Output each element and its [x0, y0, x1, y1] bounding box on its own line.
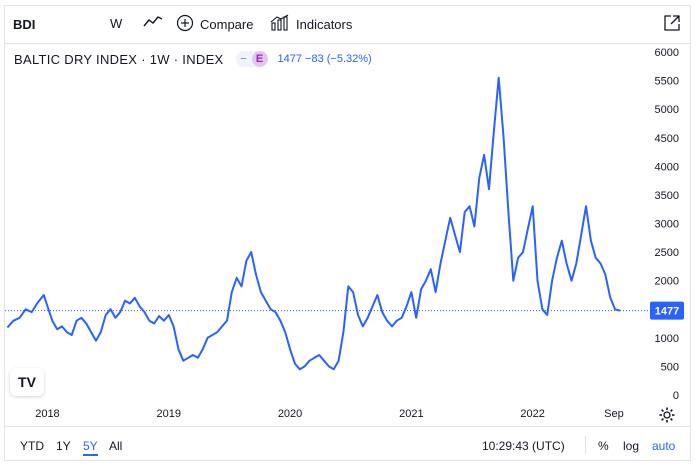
bottom-separator	[585, 436, 586, 454]
time-axis-tick: 2018	[35, 408, 59, 420]
bottom-toolbar: YTD 1Y 5Y All 10:29:43 (UTC) % log auto	[4, 430, 691, 460]
clock-time[interactable]: 10:29:43 (UTC)	[482, 439, 565, 453]
price-axis-tick: 0	[673, 390, 679, 402]
indicators-label: Indicators	[296, 17, 353, 32]
price-axis-tick: 3500	[655, 190, 679, 202]
legend-values: 1477 −83 (−5.32%)	[277, 53, 372, 65]
line-chart-icon[interactable]	[142, 13, 164, 36]
price-axis-tick: 500	[661, 361, 679, 373]
price-axis-tick: 6000	[655, 47, 679, 59]
time-axis[interactable]: 2018 2019 2020 2021 2022 Sep	[35, 408, 624, 420]
auto-scale-toggle[interactable]: auto	[652, 439, 676, 453]
time-axis-tick: 2019	[157, 408, 181, 420]
log-scale-toggle[interactable]: log	[623, 439, 640, 453]
top-toolbar: BDI W Compare Indicators	[4, 5, 691, 43]
interval-button[interactable]: W	[110, 16, 123, 31]
time-axis-tick: 2021	[399, 408, 423, 420]
series-line	[6, 76, 621, 371]
indicators-icon	[270, 14, 290, 35]
time-axis-tick: 2022	[520, 408, 544, 420]
legend-collapse-toggle[interactable]: −	[240, 53, 247, 65]
chart-widget-frame	[4, 5, 691, 461]
gear-icon[interactable]	[658, 406, 676, 429]
symbol-search-button[interactable]: BDI	[13, 17, 36, 32]
price-axis[interactable]: 0500100015002000250030003500400045005000…	[655, 47, 679, 402]
logo-text: TV	[18, 374, 36, 390]
time-axis-tick: Sep	[604, 408, 624, 420]
price-axis-tick: 5500	[655, 76, 679, 88]
range-5y-button[interactable]: 5Y	[83, 439, 98, 456]
compare-label: Compare	[200, 17, 254, 32]
price-axis-tick: 4500	[655, 133, 679, 145]
compare-button[interactable]: Compare	[176, 14, 253, 35]
price-axis-tick: 2000	[655, 276, 679, 288]
exchange-badge[interactable]: E	[251, 51, 268, 67]
price-axis-tick: 3000	[655, 219, 679, 231]
price-axis-tick: 1000	[655, 333, 679, 345]
bottom-divider	[4, 426, 691, 427]
tradingview-logo[interactable]: TV	[10, 368, 44, 396]
indicators-button[interactable]: Indicators	[270, 14, 352, 35]
last-price-label-bg	[650, 301, 684, 320]
percent-scale-toggle[interactable]: %	[598, 439, 609, 453]
legend-badges: − E	[235, 51, 268, 67]
last-price-label: 1477	[650, 301, 684, 320]
plus-circle-icon	[176, 14, 194, 35]
range-1y-button[interactable]: 1Y	[56, 439, 71, 453]
price-axis-tick: 5000	[655, 104, 679, 116]
time-axis-tick: 2020	[278, 408, 302, 420]
price-axis-tick: 4000	[655, 161, 679, 173]
series-name: BALTIC DRY INDEX · 1W · INDEX	[14, 51, 224, 67]
open-external-icon[interactable]	[663, 14, 681, 37]
series-legend: BALTIC DRY INDEX · 1W · INDEX − E 1477 −…	[14, 51, 372, 67]
toolbar-divider	[4, 43, 691, 44]
range-ytd-button[interactable]: YTD	[20, 439, 44, 453]
price-axis-tick: 2500	[655, 247, 679, 259]
last-price-label-text: 1477	[655, 306, 679, 318]
range-all-button[interactable]: All	[109, 439, 123, 453]
